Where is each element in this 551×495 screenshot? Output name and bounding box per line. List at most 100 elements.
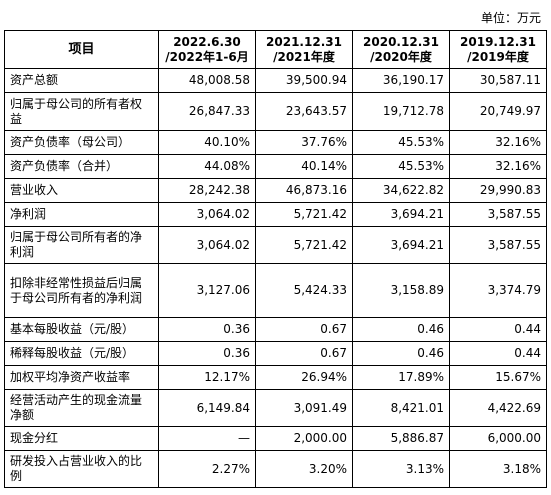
cell-value: 0.46	[352, 341, 450, 366]
cell-value: 0.46	[352, 317, 450, 342]
table-row: 扣除非经常性损益后归属于母公司所有者的净利润 3,127.06 5,424.33…	[4, 263, 547, 318]
cell-value: 8,421.01	[352, 389, 450, 427]
cell-value: 3.20%	[255, 450, 353, 488]
header-col-2020: 2020.12.31 /2020年度	[352, 30, 450, 69]
row-label: 经营活动产生的现金流量净额	[4, 389, 159, 427]
header-col-2022-line1: 2022.6.30	[173, 34, 241, 49]
table-row: 经营活动产生的现金流量净额 6,149.84 3,091.49 8,421.01…	[4, 389, 547, 427]
row-label: 资产负债率（合并）	[4, 154, 159, 179]
cell-value: 0.44	[449, 341, 547, 366]
cell-value: 5,424.33	[255, 263, 353, 318]
header-col-2020-line1: 2020.12.31	[363, 34, 439, 49]
table-row: 资产负债率（母公司） 40.10% 37.76% 45.53% 32.16%	[4, 130, 547, 155]
row-label: 现金分红	[4, 426, 159, 451]
table-row: 研发投入占营业收入的比例 2.27% 3.20% 3.13% 3.18%	[4, 450, 547, 488]
row-label: 资产负债率（母公司）	[4, 130, 159, 155]
table-row: 资产总额 48,008.58 39,500.94 36,190.17 30,58…	[4, 68, 547, 93]
cell-value: 15.67%	[449, 365, 547, 390]
header-col-2020-line2: /2020年度	[370, 49, 432, 64]
cell-value: 48,008.58	[158, 68, 256, 93]
cell-value: 46,873.16	[255, 178, 353, 203]
header-col-2021-line1: 2021.12.31	[266, 34, 342, 49]
cell-value: 5,721.42	[255, 226, 353, 264]
cell-value: 17.89%	[352, 365, 450, 390]
row-label: 归属于母公司的所有者权益	[4, 92, 159, 131]
cell-value: —	[158, 426, 256, 451]
header-row: 项目 2022.6.30 /2022年1-6月 2021.12.31 /2021…	[4, 30, 547, 69]
cell-value: 3,587.55	[449, 226, 547, 264]
cell-value: 0.36	[158, 341, 256, 366]
cell-value: 34,622.82	[352, 178, 450, 203]
header-col-2019-line1: 2019.12.31	[460, 34, 536, 49]
cell-value: 12.17%	[158, 365, 256, 390]
header-col-2022-line2: /2022年1-6月	[165, 49, 249, 64]
cell-value: 4,422.69	[449, 389, 547, 427]
cell-value: 5,721.42	[255, 202, 353, 227]
cell-value: 26.94%	[255, 365, 353, 390]
cell-value: 3,091.49	[255, 389, 353, 427]
row-label: 基本每股收益（元/股）	[4, 317, 159, 342]
cell-value: 2,000.00	[255, 426, 353, 451]
table-row: 营业收入 28,242.38 46,873.16 34,622.82 29,99…	[4, 178, 547, 203]
cell-value: 6,000.00	[449, 426, 547, 451]
unit-label: 单位：万元	[480, 11, 541, 25]
cell-value: 37.76%	[255, 130, 353, 155]
cell-value: 26,847.33	[158, 92, 256, 131]
cell-value: 40.14%	[255, 154, 353, 179]
table-row: 加权平均净资产收益率 12.17% 26.94% 17.89% 15.67%	[4, 365, 547, 390]
header-col-2019-line2: /2019年度	[467, 49, 529, 64]
cell-value: 3.13%	[352, 450, 450, 488]
cell-value: 2.27%	[158, 450, 256, 488]
cell-value: 28,242.38	[158, 178, 256, 203]
header-item: 项目	[4, 30, 159, 69]
row-label: 稀释每股收益（元/股）	[4, 341, 159, 366]
cell-value: 19,712.78	[352, 92, 450, 131]
cell-value: 36,190.17	[352, 68, 450, 93]
cell-value: 3,694.21	[352, 202, 450, 227]
cell-value: 44.08%	[158, 154, 256, 179]
table-row: 归属于母公司所有者的净利润 3,064.02 5,721.42 3,694.21…	[4, 226, 547, 264]
cell-value: 3,158.89	[352, 263, 450, 318]
cell-value: 6,149.84	[158, 389, 256, 427]
cell-value: 3,374.79	[449, 263, 547, 318]
cell-value: 0.36	[158, 317, 256, 342]
cell-value: 45.53%	[352, 154, 450, 179]
header-col-2019: 2019.12.31 /2019年度	[449, 30, 547, 69]
row-label: 归属于母公司所有者的净利润	[4, 226, 159, 264]
table-row: 基本每股收益（元/股） 0.36 0.67 0.46 0.44	[4, 317, 547, 342]
cell-value: 5,886.87	[352, 426, 450, 451]
cell-value: 32.16%	[449, 154, 547, 179]
financial-table: 项目 2022.6.30 /2022年1-6月 2021.12.31 /2021…	[4, 30, 547, 488]
cell-value: 45.53%	[352, 130, 450, 155]
cell-value: 3.18%	[449, 450, 547, 488]
row-label: 营业收入	[4, 178, 159, 203]
table-row: 稀释每股收益（元/股） 0.36 0.67 0.46 0.44	[4, 341, 547, 366]
cell-value: 32.16%	[449, 130, 547, 155]
header-col-2021-line2: /2021年度	[273, 49, 335, 64]
cell-value: 3,064.02	[158, 226, 256, 264]
cell-value: 0.67	[255, 341, 353, 366]
cell-value: 20,749.97	[449, 92, 547, 131]
cell-value: 29,990.83	[449, 178, 547, 203]
table-row: 净利润 3,064.02 5,721.42 3,694.21 3,587.55	[4, 202, 547, 227]
cell-value: 30,587.11	[449, 68, 547, 93]
row-label: 研发投入占营业收入的比例	[4, 450, 159, 488]
cell-value: 3,064.02	[158, 202, 256, 227]
cell-value: 0.67	[255, 317, 353, 342]
header-col-2022: 2022.6.30 /2022年1-6月	[158, 30, 256, 69]
cell-value: 0.44	[449, 317, 547, 342]
header-col-2021: 2021.12.31 /2021年度	[255, 30, 353, 69]
table-row: 资产负债率（合并） 44.08% 40.14% 45.53% 32.16%	[4, 154, 547, 179]
cell-value: 3,127.06	[158, 263, 256, 318]
cell-value: 3,694.21	[352, 226, 450, 264]
row-label: 扣除非经常性损益后归属于母公司所有者的净利润	[4, 263, 159, 318]
cell-value: 40.10%	[158, 130, 256, 155]
cell-value: 3,587.55	[449, 202, 547, 227]
table-row: 归属于母公司的所有者权益 26,847.33 23,643.57 19,712.…	[4, 92, 547, 131]
row-label: 净利润	[4, 202, 159, 227]
row-label: 资产总额	[4, 68, 159, 93]
table-row: 现金分红 — 2,000.00 5,886.87 6,000.00	[4, 426, 547, 451]
cell-value: 39,500.94	[255, 68, 353, 93]
row-label: 加权平均净资产收益率	[4, 365, 159, 390]
cell-value: 23,643.57	[255, 92, 353, 131]
